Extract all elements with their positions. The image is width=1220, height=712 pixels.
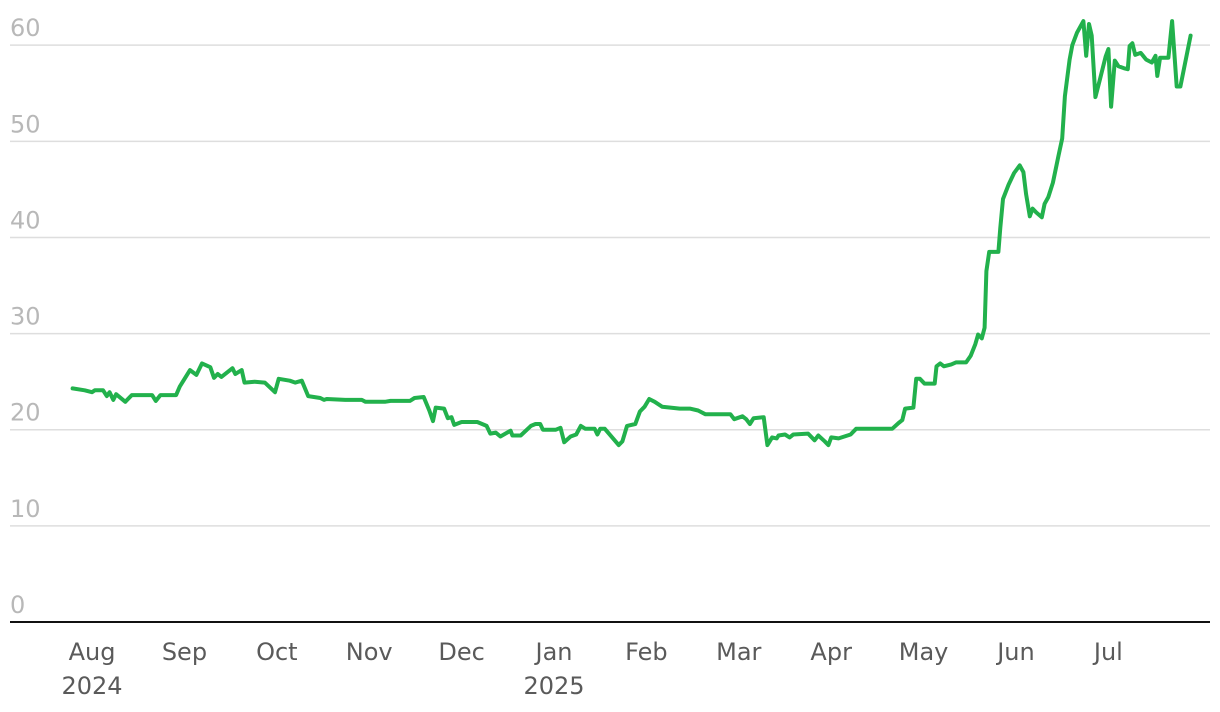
y-tick-label: 30 [10,303,41,331]
x-tick-label: Mar [716,638,761,666]
x-tick-label: Sep [162,638,207,666]
y-tick-label: 50 [10,110,41,138]
x-tick-label: Feb [625,638,668,666]
x-tick-label: May [899,638,949,666]
x-tick-label: Jun [995,638,1035,666]
x-tick-label: Apr [810,638,852,666]
x-tick-label: Oct [256,638,298,666]
x-tick-label: Jan 2025 [523,638,584,700]
x-tick-label: Aug 2024 [62,638,123,700]
y-tick-label: 40 [10,206,41,234]
y-tick-label: 60 [10,14,41,42]
data-line [70,19,1193,448]
y-tick-label: 20 [10,399,41,427]
x-tick-label: Nov [346,638,393,666]
x-tick-label: Dec [438,638,484,666]
y-tick-label: 10 [10,495,41,523]
y-tick-label: 0 [10,591,25,619]
x-tick-label: Jul [1092,638,1123,666]
